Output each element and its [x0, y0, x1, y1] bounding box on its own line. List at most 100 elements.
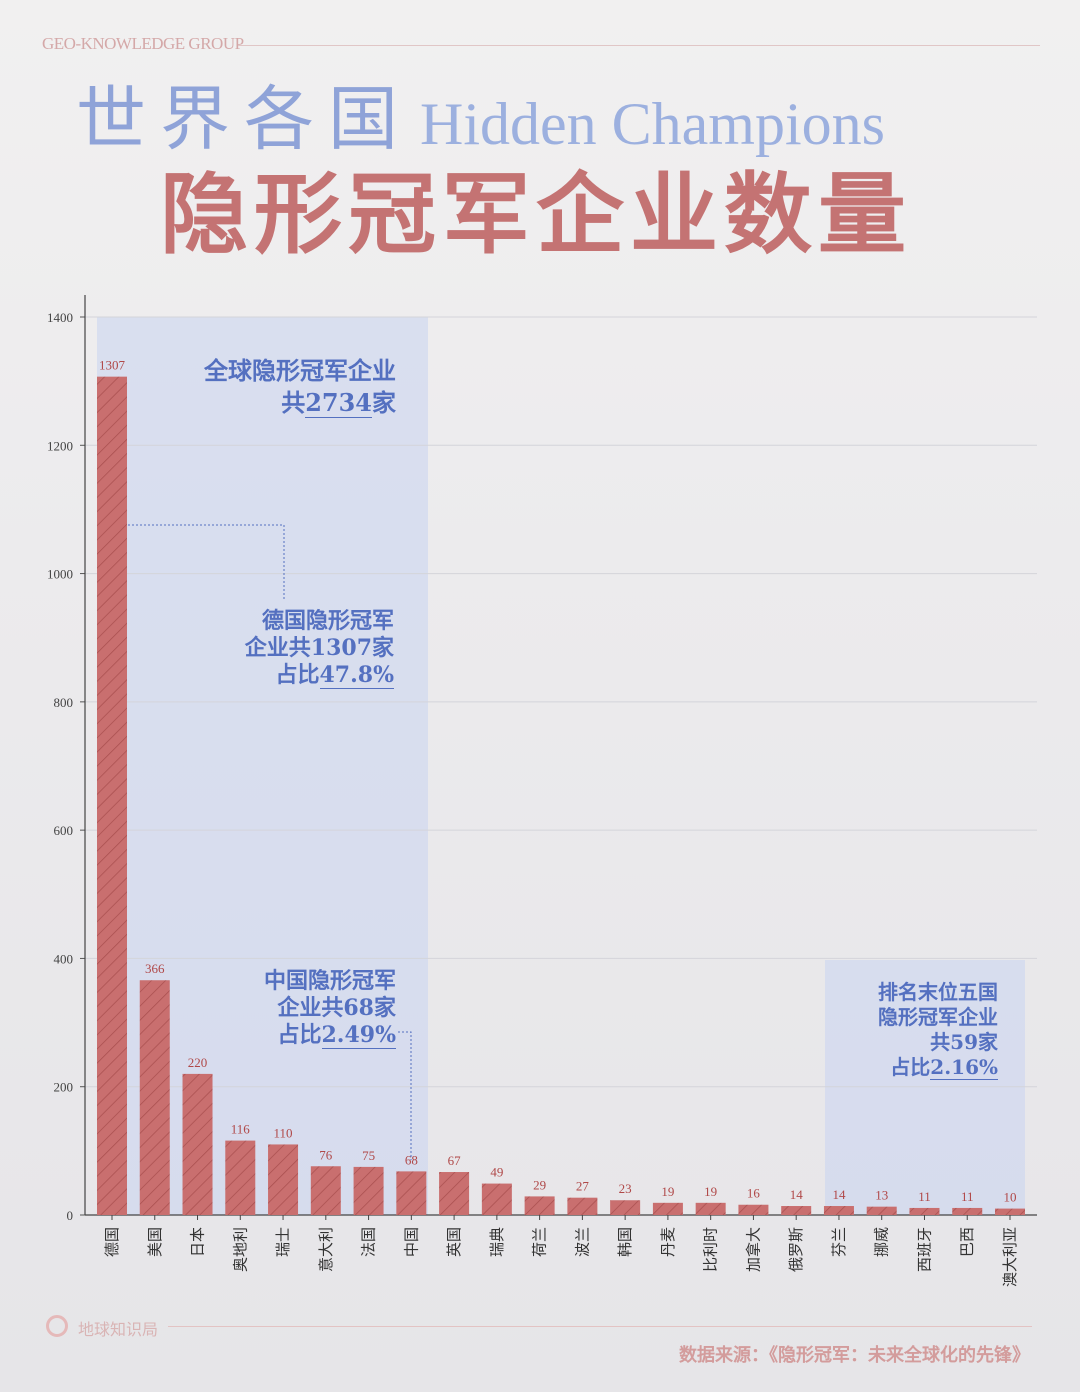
- data-label: 19: [661, 1184, 674, 1199]
- bar-中国: [396, 1171, 427, 1215]
- x-tick-label: 日本: [189, 1227, 207, 1257]
- y-tick-label: 600: [54, 823, 74, 838]
- bar-英国: [439, 1172, 470, 1215]
- annotation-value: 2734: [305, 388, 372, 418]
- data-label: 49: [490, 1165, 503, 1180]
- bar-澳大利亚: [995, 1208, 1025, 1215]
- data-label: 67: [448, 1153, 462, 1168]
- data-label: 11: [961, 1189, 974, 1204]
- bar-西班牙: [909, 1207, 940, 1215]
- data-label: 14: [790, 1187, 804, 1202]
- x-tick-label: 英国: [445, 1227, 463, 1257]
- data-source: 数据来源：《隐形冠军：未来全球化的先锋》: [679, 1345, 1030, 1366]
- x-tick-label: 意大利: [317, 1227, 335, 1272]
- y-tick-label: 1200: [47, 438, 73, 453]
- title-line1-cn: 世界各国: [76, 78, 412, 160]
- y-tick-label: 400: [54, 951, 74, 966]
- header-divider: [238, 45, 1040, 46]
- y-tick-label: 1000: [47, 567, 73, 582]
- x-tick-label: 丹麦: [659, 1227, 677, 1257]
- y-tick-label: 200: [54, 1080, 74, 1095]
- y-tick-label: 1400: [47, 310, 73, 325]
- footer-brand: 地球知识局: [78, 1320, 159, 1339]
- data-label: 19: [704, 1184, 717, 1199]
- x-tick-label: 法国: [360, 1227, 378, 1257]
- data-label: 110: [274, 1125, 293, 1140]
- data-label: 13: [875, 1188, 888, 1203]
- data-label: 14: [832, 1187, 846, 1202]
- bar-芬兰: [823, 1206, 854, 1215]
- annotation-bottom5: 排名末位五国 隐形冠军企业 共59家 占比2.16%: [878, 980, 998, 1080]
- x-tick-label: 韩国: [616, 1227, 634, 1257]
- x-tick-label: 瑞典: [488, 1227, 506, 1257]
- annotation-value: 2.16%: [930, 1055, 998, 1080]
- data-label: 27: [576, 1179, 590, 1194]
- x-tick-label: 澳大利亚: [1001, 1227, 1019, 1287]
- bar-法国: [353, 1166, 384, 1215]
- y-tick-label: 800: [54, 695, 74, 710]
- annotation-text: 占比: [275, 662, 320, 688]
- title-line1-en: Hidden Champions: [420, 91, 885, 157]
- title-main: 隐形冠军企业数量: [160, 162, 913, 266]
- data-label: 11: [918, 1189, 931, 1204]
- data-label: 1307: [99, 358, 126, 373]
- data-label: 10: [1004, 1190, 1017, 1205]
- bar-荷兰: [524, 1196, 555, 1215]
- annotation-germany: 德国隐形冠军 企业共1307家 占比47.8%: [245, 608, 394, 689]
- logo-icon: [46, 1315, 68, 1337]
- x-tick-label: 奥地利: [231, 1227, 249, 1272]
- x-tick-label: 西班牙: [915, 1227, 933, 1272]
- x-tick-label: 比利时: [702, 1227, 720, 1272]
- annotation-value: 47.8%: [319, 662, 394, 689]
- data-label: 23: [619, 1181, 632, 1196]
- x-tick-label: 波兰: [573, 1227, 591, 1257]
- annotation-value: 2.49%: [321, 1022, 396, 1049]
- annotation-text: 德国隐形冠军: [261, 608, 394, 634]
- data-label: 29: [533, 1177, 546, 1192]
- bar-比利时: [695, 1202, 726, 1215]
- footer-divider: [168, 1326, 1032, 1327]
- bar-德国: [97, 376, 127, 1216]
- bar-巴西: [952, 1207, 983, 1215]
- bar-挪威: [866, 1206, 897, 1215]
- annotation-text: 排名末位五国: [878, 980, 998, 1004]
- x-tick-label: 挪威: [873, 1227, 891, 1257]
- bar-日本: [182, 1073, 213, 1215]
- highlight-region-bottom5: [825, 960, 1025, 1215]
- x-tick-label: 加拿大: [744, 1227, 762, 1272]
- bar-瑞典: [481, 1183, 512, 1215]
- annotation-text: 中国隐形冠军: [263, 968, 396, 994]
- annotation-text: 隐形冠军企业: [878, 1005, 998, 1029]
- bar-美国: [139, 980, 170, 1215]
- brand-label: GEO-KNOWLEDGE GROUP: [42, 34, 244, 53]
- data-label: 76: [319, 1147, 333, 1162]
- x-tick-label: 美国: [146, 1227, 164, 1257]
- bar-俄罗斯: [781, 1206, 812, 1215]
- annotation-text: 家: [372, 388, 396, 417]
- data-label: 16: [747, 1186, 761, 1201]
- annotation-china: 中国隐形冠军 企业共68家 占比2.49%: [264, 968, 396, 1049]
- bar-波兰: [567, 1197, 598, 1215]
- annotation-text: 占比: [277, 1022, 322, 1048]
- china-leader-line: [398, 1031, 412, 1160]
- annotation-text: 共: [281, 388, 306, 417]
- bar-韩国: [610, 1200, 641, 1215]
- x-tick-label: 巴西: [958, 1227, 976, 1257]
- bar-加拿大: [738, 1204, 769, 1215]
- germany-leader-line: [128, 524, 285, 600]
- annotation-text: 企业共68家: [277, 995, 396, 1021]
- data-label: 75: [362, 1148, 375, 1163]
- annotation-text: 全球隐形冠军企业: [204, 356, 396, 385]
- data-label: 366: [145, 961, 165, 976]
- data-label: 116: [231, 1122, 251, 1137]
- x-tick-label: 中国: [402, 1227, 420, 1257]
- annotation-text: 共59家: [930, 1030, 998, 1054]
- annotation-global: 全球隐形冠军企业 共2734家: [204, 355, 396, 419]
- bar-瑞士: [268, 1144, 299, 1215]
- bar-奥地利: [225, 1140, 256, 1215]
- bar-意大利: [310, 1166, 341, 1215]
- x-tick-label: 芬兰: [830, 1227, 848, 1257]
- bar-丹麦: [652, 1202, 683, 1215]
